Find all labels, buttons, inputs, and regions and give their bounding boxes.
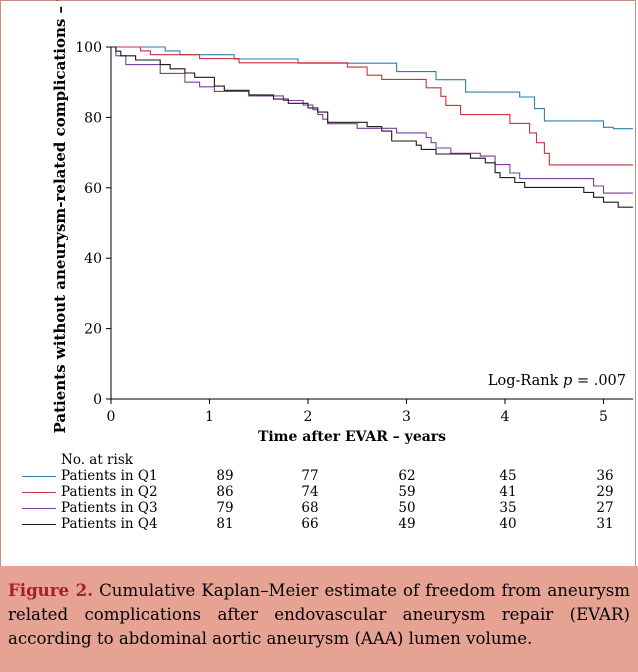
at-risk-count: 35 <box>499 500 517 516</box>
at-risk-count: 79 <box>216 500 234 516</box>
at-risk-row-label: Patients in Q3 <box>61 500 158 516</box>
figure-caption: Figure 2. Cumulative Kaplan–Meier estima… <box>0 566 638 672</box>
at-risk-row-label: Patients in Q4 <box>61 516 158 532</box>
chart-axes: 0 1 2 3 4 5 0 20 40 60 80 100 <box>75 40 633 425</box>
at-risk-row-label: Patients in Q1 <box>61 468 158 484</box>
at-risk-count: 27 <box>596 500 614 516</box>
series-swatch-q3 <box>22 508 56 509</box>
at-risk-count: 86 <box>216 484 234 500</box>
log-rank-value: = .007 <box>572 373 626 389</box>
at-risk-count: 36 <box>596 468 614 484</box>
at-risk-count: 77 <box>301 468 319 484</box>
at-risk-count: 89 <box>216 468 234 484</box>
figure-label: Figure 2. <box>8 580 93 600</box>
survival-curve-q3 <box>111 46 633 194</box>
x-tick-label: 1 <box>205 409 214 425</box>
x-tick-label: 2 <box>304 409 313 425</box>
y-tick-label: 60 <box>84 181 102 197</box>
at-risk-count: 68 <box>301 500 319 516</box>
series-swatch-q2 <box>22 492 56 493</box>
at-risk-count: 59 <box>398 484 416 500</box>
at-risk-row: Patients in Q4 81 66 49 40 31 <box>0 516 638 532</box>
at-risk-count: 62 <box>398 468 416 484</box>
at-risk-count: 29 <box>596 484 614 500</box>
at-risk-count: 45 <box>499 468 517 484</box>
at-risk-count: 40 <box>499 516 517 532</box>
series-swatch-q1 <box>22 476 56 477</box>
survival-curve-q1 <box>111 46 633 130</box>
at-risk-count: 41 <box>499 484 517 500</box>
x-tick-label: 0 <box>107 409 116 425</box>
y-tick-label: 80 <box>84 110 102 126</box>
at-risk-count: 49 <box>398 516 416 532</box>
at-risk-row: Patients in Q3 79 68 50 35 27 <box>0 500 638 516</box>
at-risk-count: 74 <box>301 484 319 500</box>
series-swatch-q4 <box>22 524 56 525</box>
at-risk-count: 50 <box>398 500 416 516</box>
at-risk-count: 81 <box>216 516 234 532</box>
number-at-risk-table: No. at risk Patients in Q1 89 77 62 45 3… <box>0 452 638 560</box>
at-risk-row: Patients in Q2 86 74 59 41 29 <box>0 484 638 500</box>
at-risk-row-label: Patients in Q2 <box>61 484 158 500</box>
at-risk-header: No. at risk <box>61 452 133 468</box>
log-rank-annotation: Log-Rank p = .007 <box>488 373 626 389</box>
kaplan-meier-chart: 0 1 2 3 4 5 0 20 40 60 80 100 Patients without aneu… <box>51 0 633 445</box>
log-rank-prefix: Log-Rank <box>488 373 563 389</box>
x-tick-label: 4 <box>501 409 510 425</box>
y-tick-label: 40 <box>84 251 102 267</box>
y-tick-label: 0 <box>93 392 102 408</box>
at-risk-count: 66 <box>301 516 319 532</box>
survival-curve-q2 <box>111 46 633 166</box>
x-axis-label: Time after EVAR – years <box>258 429 446 445</box>
y-tick-label: 100 <box>75 40 102 56</box>
x-tick-label: 5 <box>599 409 608 425</box>
x-tick-label: 3 <box>402 409 411 425</box>
at-risk-row: Patients in Q1 89 77 62 45 36 <box>0 468 638 484</box>
y-tick-label: 20 <box>84 322 102 338</box>
survival-curve-q4 <box>111 46 633 208</box>
log-rank-p: p <box>563 373 572 389</box>
caption-text: Cumulative Kaplan–Meier estimate of free… <box>8 581 630 649</box>
survival-curves <box>111 46 633 208</box>
at-risk-count: 31 <box>596 516 614 532</box>
y-axis-label: Patients without aneurysm-related compli… <box>51 0 69 433</box>
